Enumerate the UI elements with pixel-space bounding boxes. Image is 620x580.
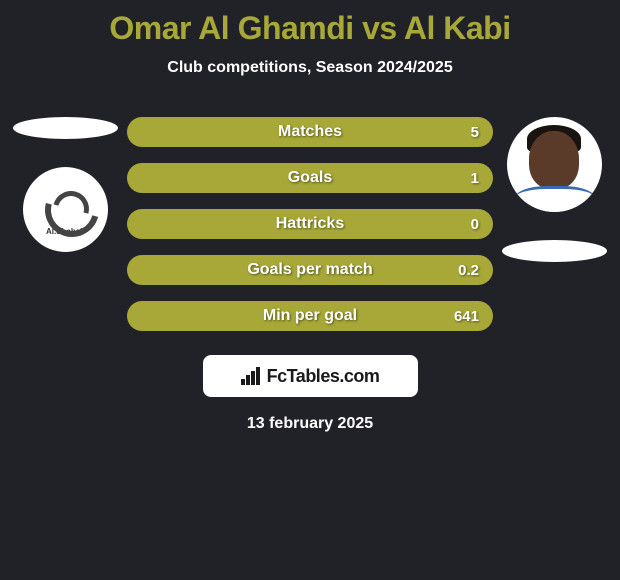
alshabab-swirl-icon (45, 183, 87, 225)
stat-label: Min per goal (263, 307, 357, 325)
stat-label: Matches (278, 123, 342, 141)
content-row: Al.Shabab Matches 5 Goals 1 Hattricks 0 … (0, 117, 620, 331)
stat-label: Hattricks (276, 215, 344, 233)
stat-bar-min-per-goal: Min per goal 641 (127, 301, 493, 331)
stat-bar-goals-per-match: Goals per match 0.2 (127, 255, 493, 285)
stat-value-right: 641 (454, 308, 479, 325)
left-player-column: Al.Shabab (8, 117, 123, 252)
alshabab-logo: Al.Shabab (31, 175, 101, 245)
stat-value-right: 5 (471, 124, 479, 141)
stat-value-right: 0 (471, 216, 479, 233)
stat-label: Goals (288, 169, 332, 187)
page-title: Omar Al Ghamdi vs Al Kabi (0, 0, 620, 47)
right-player-column (497, 117, 612, 262)
stat-value-right: 1 (471, 170, 479, 187)
right-player-photo (507, 117, 602, 212)
brand-text: FcTables.com (267, 366, 380, 387)
stats-column: Matches 5 Goals 1 Hattricks 0 Goals per … (123, 117, 497, 331)
player-shoulders-shape (515, 186, 595, 212)
stat-value-right: 0.2 (458, 262, 479, 279)
brand-badge: FcTables.com (203, 355, 418, 397)
left-player-placeholder (13, 117, 118, 139)
player-head-shape (529, 131, 579, 189)
bar-chart-icon (241, 367, 263, 385)
left-club-badge: Al.Shabab (23, 167, 108, 252)
right-club-placeholder (502, 240, 607, 262)
stat-bar-matches: Matches 5 (127, 117, 493, 147)
stat-label: Goals per match (247, 261, 372, 279)
subtitle: Club competitions, Season 2024/2025 (0, 59, 620, 77)
stat-bar-hattricks: Hattricks 0 (127, 209, 493, 239)
stat-bar-goals: Goals 1 (127, 163, 493, 193)
date-text: 13 february 2025 (0, 415, 620, 433)
